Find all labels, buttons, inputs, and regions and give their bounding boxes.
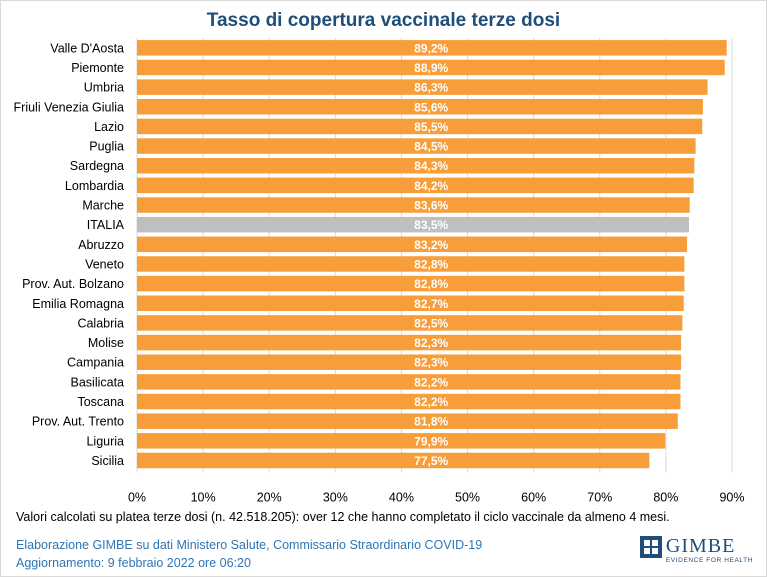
bar — [137, 256, 685, 272]
bar — [137, 59, 725, 76]
bar — [137, 40, 727, 56]
category-label: Sicilia — [91, 454, 124, 468]
value-label: 82,8% — [414, 277, 448, 291]
value-label: 82,7% — [414, 297, 448, 311]
value-label: 84,5% — [414, 140, 448, 154]
value-label: 84,3% — [414, 159, 448, 173]
bar — [137, 275, 685, 292]
logo-name: GIMBE — [665, 535, 736, 557]
value-label: 81,8% — [414, 415, 448, 429]
category-label: Campania — [67, 356, 124, 370]
bar — [137, 374, 681, 390]
bar — [137, 157, 695, 174]
category-label: Veneto — [85, 257, 124, 271]
value-label: 82,3% — [414, 356, 448, 370]
bar — [137, 315, 683, 331]
category-label: Umbria — [84, 81, 124, 95]
category-label: Lazio — [94, 120, 124, 134]
value-label: 83,6% — [414, 199, 448, 213]
bar — [137, 433, 666, 449]
bar — [137, 177, 694, 194]
bar — [137, 295, 684, 312]
category-label: Prov. Aut. Trento — [32, 415, 124, 429]
bar — [137, 354, 682, 370]
bar-chart: 0% 10% 20% 30% 40% 50% 60% 70% 80% 90% Valle D'Aos… — [14, 38, 745, 504]
bar — [137, 138, 696, 154]
x-tick-label: 60% — [521, 490, 546, 504]
category-label: Puglia — [89, 140, 124, 154]
value-label: 79,9% — [414, 434, 448, 448]
bar — [137, 452, 650, 469]
x-tick-label: 50% — [455, 490, 480, 504]
value-label: 83,2% — [414, 238, 448, 252]
category-label: Prov. Aut. Bolzano — [22, 277, 124, 291]
bar — [137, 236, 688, 253]
category-label: Lombardia — [65, 179, 124, 193]
bar — [137, 99, 703, 115]
bar — [137, 79, 708, 95]
category-label: Marche — [82, 199, 124, 213]
category-label: ITALIA — [87, 218, 125, 232]
footer-updated: Aggiornamento: 9 febbraio 2022 ore 06:20 — [16, 556, 251, 570]
x-tick-label: 10% — [191, 490, 216, 504]
value-label: 82,5% — [414, 316, 448, 330]
gimbe-logo: GIMBE EVIDENCE FOR HEALTH — [639, 535, 753, 564]
category-label: Toscana — [77, 395, 124, 409]
value-label: 86,3% — [414, 81, 448, 95]
chart-note: Valori calcolati su platea terze dosi (n… — [16, 510, 670, 524]
category-label: Sardegna — [70, 159, 124, 173]
category-label: Abruzzo — [78, 238, 124, 252]
category-label: Basilicata — [71, 375, 125, 389]
category-label: Molise — [88, 336, 124, 350]
value-label: 84,2% — [414, 179, 448, 193]
bar — [137, 118, 703, 135]
value-label: 83,5% — [414, 218, 448, 232]
category-label: Liguria — [86, 434, 124, 448]
value-label: 82,3% — [414, 336, 448, 350]
x-tick-label: 40% — [389, 490, 414, 504]
x-tick-label: 80% — [653, 490, 678, 504]
category-label: Piemonte — [71, 61, 124, 75]
value-label: 82,2% — [414, 395, 448, 409]
footer-source: Elaborazione GIMBE su dati Ministero Sal… — [16, 538, 483, 552]
x-tick-label: 70% — [587, 490, 612, 504]
value-label: 85,5% — [414, 120, 448, 134]
category-label: Calabria — [77, 316, 124, 330]
x-tick-label: 0% — [128, 490, 146, 504]
logo-tagline: EVIDENCE FOR HEALTH — [665, 557, 753, 564]
x-tick-label: 20% — [257, 490, 282, 504]
value-label: 82,8% — [414, 257, 448, 271]
bar — [137, 393, 681, 410]
value-label: 88,9% — [414, 61, 448, 75]
bar — [137, 216, 690, 233]
x-tick-label: 30% — [323, 490, 348, 504]
bar — [137, 197, 690, 213]
value-label: 85,6% — [414, 100, 448, 114]
value-label: 89,2% — [414, 41, 448, 55]
value-label: 77,5% — [414, 454, 448, 468]
category-label: Friuli Venezia Giulia — [14, 100, 125, 114]
gimbe-logo-icon — [639, 536, 662, 558]
category-label: Emilia Romagna — [32, 297, 124, 311]
x-tick-label: 90% — [719, 490, 744, 504]
category-label: Valle D'Aosta — [50, 41, 124, 55]
bar — [137, 334, 682, 351]
chart-title: Tasso di copertura vaccinale terze dosi — [206, 10, 561, 31]
bar — [137, 413, 678, 429]
value-label: 82,2% — [414, 375, 448, 389]
